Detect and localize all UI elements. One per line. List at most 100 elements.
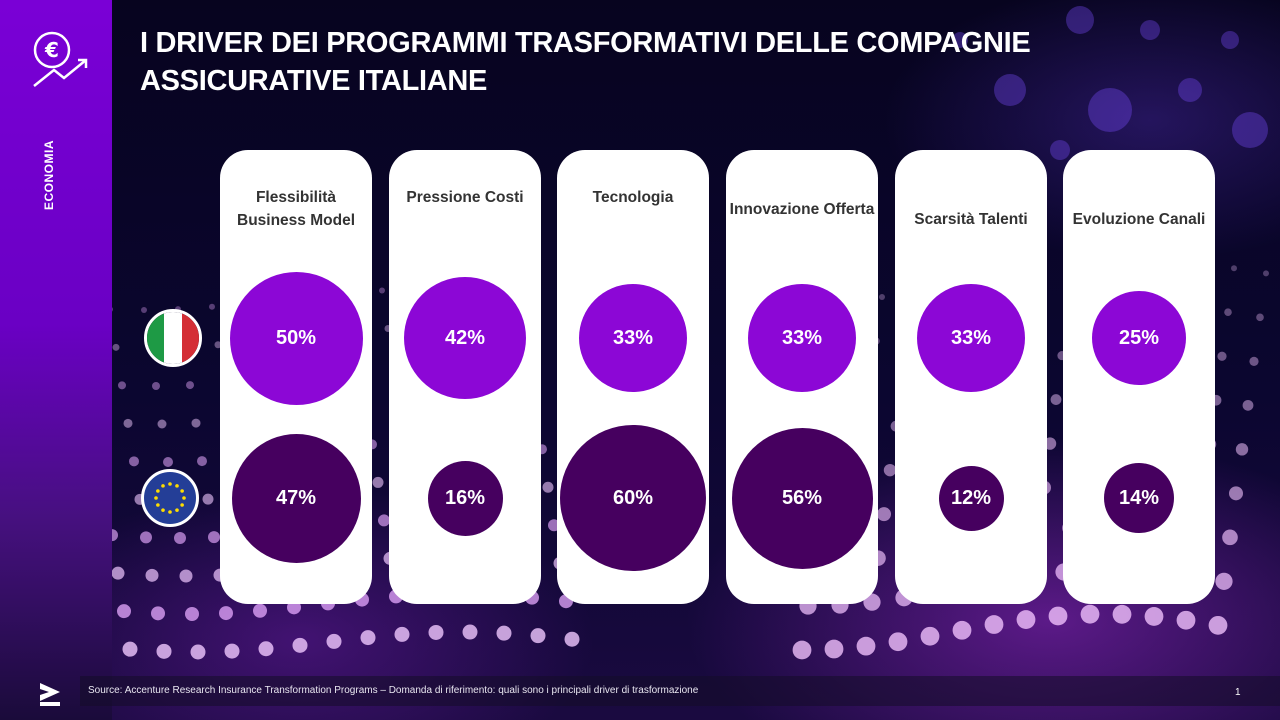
bg-dot xyxy=(1242,399,1254,411)
bg-dot xyxy=(214,341,222,349)
italy-value-bubble: 42% xyxy=(404,277,526,399)
italy-value-bubble: 50% xyxy=(229,271,363,405)
bg-dot xyxy=(879,294,885,301)
bg-dot xyxy=(1235,443,1249,456)
bg-dot xyxy=(856,636,876,656)
bg-dot xyxy=(1066,6,1094,34)
eu-value-bubble: 60% xyxy=(560,425,706,571)
svg-text:€: € xyxy=(44,38,59,62)
eu-value-bubble: 56% xyxy=(731,427,873,569)
eu-star xyxy=(154,496,158,500)
bg-dot xyxy=(792,640,812,660)
eu-star xyxy=(175,508,179,512)
bg-dot xyxy=(1176,610,1196,630)
section-label: ECONOMIA xyxy=(42,140,56,210)
italy-value-bubble: 25% xyxy=(1092,291,1186,385)
bg-dot xyxy=(1016,610,1036,629)
bg-dot xyxy=(1224,308,1232,317)
bg-dot xyxy=(379,287,385,294)
bg-dot xyxy=(1050,140,1070,160)
bg-dot xyxy=(564,631,580,647)
bg-dot xyxy=(185,606,199,621)
category-card: Innovazione Offerta 33% 56% xyxy=(726,150,878,604)
bg-dot xyxy=(122,641,138,657)
bg-dot xyxy=(1050,394,1062,405)
bg-dot xyxy=(1222,529,1238,546)
eu-star xyxy=(168,482,172,486)
bg-dot xyxy=(863,593,881,611)
eu-star xyxy=(182,496,186,500)
eu-value-bubble: 14% xyxy=(1104,463,1174,533)
bg-dot xyxy=(118,381,126,390)
italy-value-bubble: 33% xyxy=(917,284,1025,392)
bg-dot xyxy=(197,456,207,467)
bg-dot xyxy=(117,604,131,619)
bg-dot xyxy=(145,568,159,582)
eu-value-bubble: 47% xyxy=(231,433,361,563)
bg-dot xyxy=(202,493,214,505)
bg-dot xyxy=(1231,265,1237,272)
bg-dot xyxy=(496,625,512,641)
eu-star xyxy=(156,503,160,507)
bg-dot xyxy=(163,456,173,467)
bg-dot xyxy=(1215,572,1233,590)
bg-dot xyxy=(984,615,1004,634)
eu-value-bubble: 12% xyxy=(938,465,1004,531)
bg-dot xyxy=(253,603,267,618)
source-note: Source: Accenture Research Insurance Tra… xyxy=(88,685,699,696)
eu-star xyxy=(175,484,179,488)
bg-dot xyxy=(258,641,274,657)
eu-star xyxy=(156,489,160,493)
bg-dot xyxy=(111,566,125,580)
bg-dot xyxy=(157,419,167,429)
bg-dot xyxy=(174,531,186,544)
bg-dot xyxy=(129,456,139,467)
bg-dot xyxy=(883,463,897,477)
category-card: Scarsità Talenti 33% 12% xyxy=(895,150,1047,604)
bg-dot xyxy=(920,626,940,646)
category-label: Scarsità Talenti xyxy=(914,211,1028,228)
bg-dot xyxy=(1263,270,1269,277)
category-label: Innovazione Offerta xyxy=(729,200,875,218)
page-title: I DRIVER DEI PROGRAMMI TRASFORMATIVI DEL… xyxy=(140,24,1140,100)
bg-dot xyxy=(152,381,160,390)
bg-dot xyxy=(824,639,844,659)
bg-dot xyxy=(140,531,152,544)
eu-flag-icon xyxy=(141,469,199,527)
bg-dot xyxy=(112,343,120,351)
bg-dot xyxy=(292,637,308,653)
bg-dot xyxy=(208,531,220,544)
bg-dot xyxy=(141,306,147,313)
eu-star xyxy=(161,508,165,512)
bg-dot xyxy=(994,74,1026,106)
bg-dot xyxy=(1221,31,1239,49)
bg-dot xyxy=(1112,604,1132,624)
bg-dot xyxy=(209,303,215,310)
bg-dot xyxy=(1256,313,1264,322)
bg-dot xyxy=(219,606,233,621)
bg-dot xyxy=(462,624,478,640)
sidebar: € ECONOMIA xyxy=(0,0,112,720)
title-line-2: ASSICURATIVE ITALIANE xyxy=(140,65,488,97)
bg-dot xyxy=(360,630,376,646)
bg-dot xyxy=(1048,606,1068,626)
eu-value-bubble: 16% xyxy=(427,460,503,536)
bg-dot xyxy=(542,481,554,493)
eu-star xyxy=(161,484,165,488)
bg-dot xyxy=(877,507,891,522)
bg-dot xyxy=(1140,20,1160,40)
bg-dot xyxy=(394,626,410,642)
category-label: Tecnologia xyxy=(592,189,674,206)
italy-value-bubble: 33% xyxy=(748,284,856,392)
eu-star xyxy=(180,489,184,493)
category-card: Flessibilità Business Model 50% 47% xyxy=(220,150,372,604)
bg-dot xyxy=(428,624,444,640)
bg-dot xyxy=(530,628,546,644)
title-line-1: I DRIVER DEI PROGRAMMI TRASFORMATIVI DEL… xyxy=(140,27,1031,59)
bg-dot xyxy=(952,620,972,640)
bg-dot xyxy=(1249,356,1259,366)
bg-dot xyxy=(156,643,172,659)
eu-star xyxy=(180,503,184,507)
category-label: Pressione Costi xyxy=(406,189,524,206)
bg-dot xyxy=(224,643,240,659)
